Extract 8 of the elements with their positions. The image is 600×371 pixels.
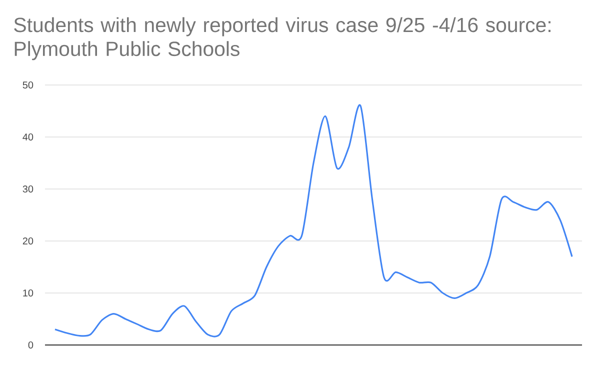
line-series [54, 104, 573, 336]
y-tick-label: 30 [22, 185, 34, 193]
y-tick-label: 0 [28, 341, 34, 349]
y-tick-label: 10 [23, 289, 34, 297]
y-tick-label: 40 [22, 133, 34, 141]
y-tick-label: 20 [22, 237, 34, 245]
chart-title: Students with newly reported virus case 9/25 -4/16 source: Plymouth Public Schools [14, 17, 550, 60]
y-tick-label: 50 [22, 81, 34, 89]
